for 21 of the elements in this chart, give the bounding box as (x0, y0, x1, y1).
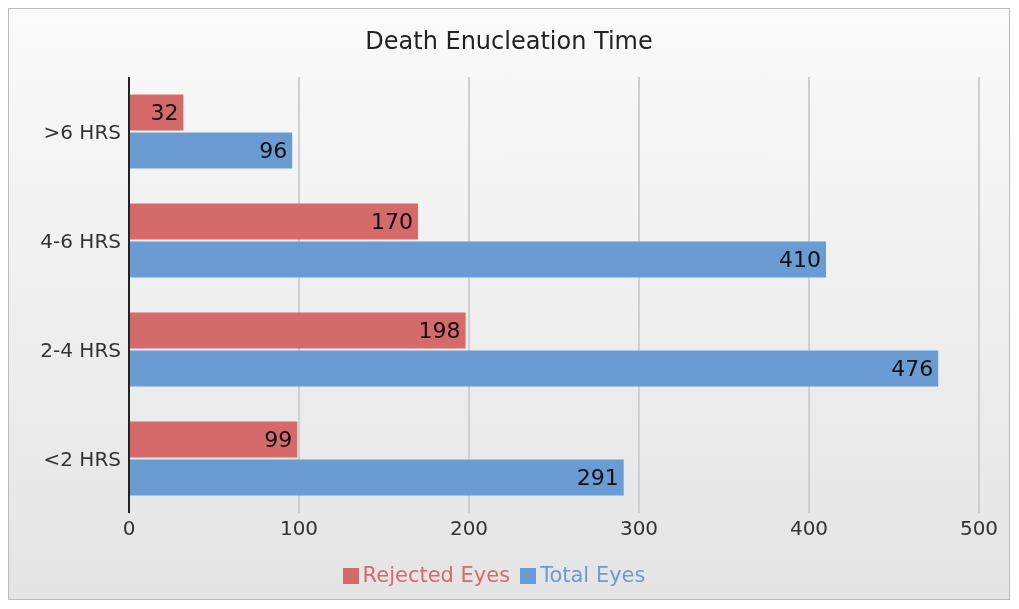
data-label: 476 (891, 356, 934, 382)
data-label: 410 (779, 247, 821, 273)
chart-title: Death Enucleation Time (364, 26, 654, 57)
x-tick-label: 0 (122, 516, 136, 541)
data-label: 32 (150, 100, 179, 126)
data-label: 198 (418, 318, 461, 344)
x-tick-label: 500 (959, 516, 999, 541)
data-label: 170 (371, 209, 413, 235)
x-tick-label: 300 (619, 516, 659, 541)
data-label: 99 (264, 427, 293, 453)
data-label: 96 (259, 138, 288, 164)
y-tick-label: >6 HRS (43, 119, 121, 144)
x-tick-label: 200 (449, 516, 489, 541)
y-tick-label: <2 HRS (43, 446, 121, 471)
data-label: 291 (576, 465, 619, 491)
x-tick-label: 100 (279, 516, 319, 541)
legend-label: Rejected Eyes (362, 563, 511, 587)
legend-label: Total Eyes (540, 563, 646, 587)
y-tick-label: 4-6 HRS (40, 228, 121, 253)
y-tick-label: 2-4 HRS (40, 337, 121, 362)
x-tick-label: 400 (789, 516, 829, 541)
